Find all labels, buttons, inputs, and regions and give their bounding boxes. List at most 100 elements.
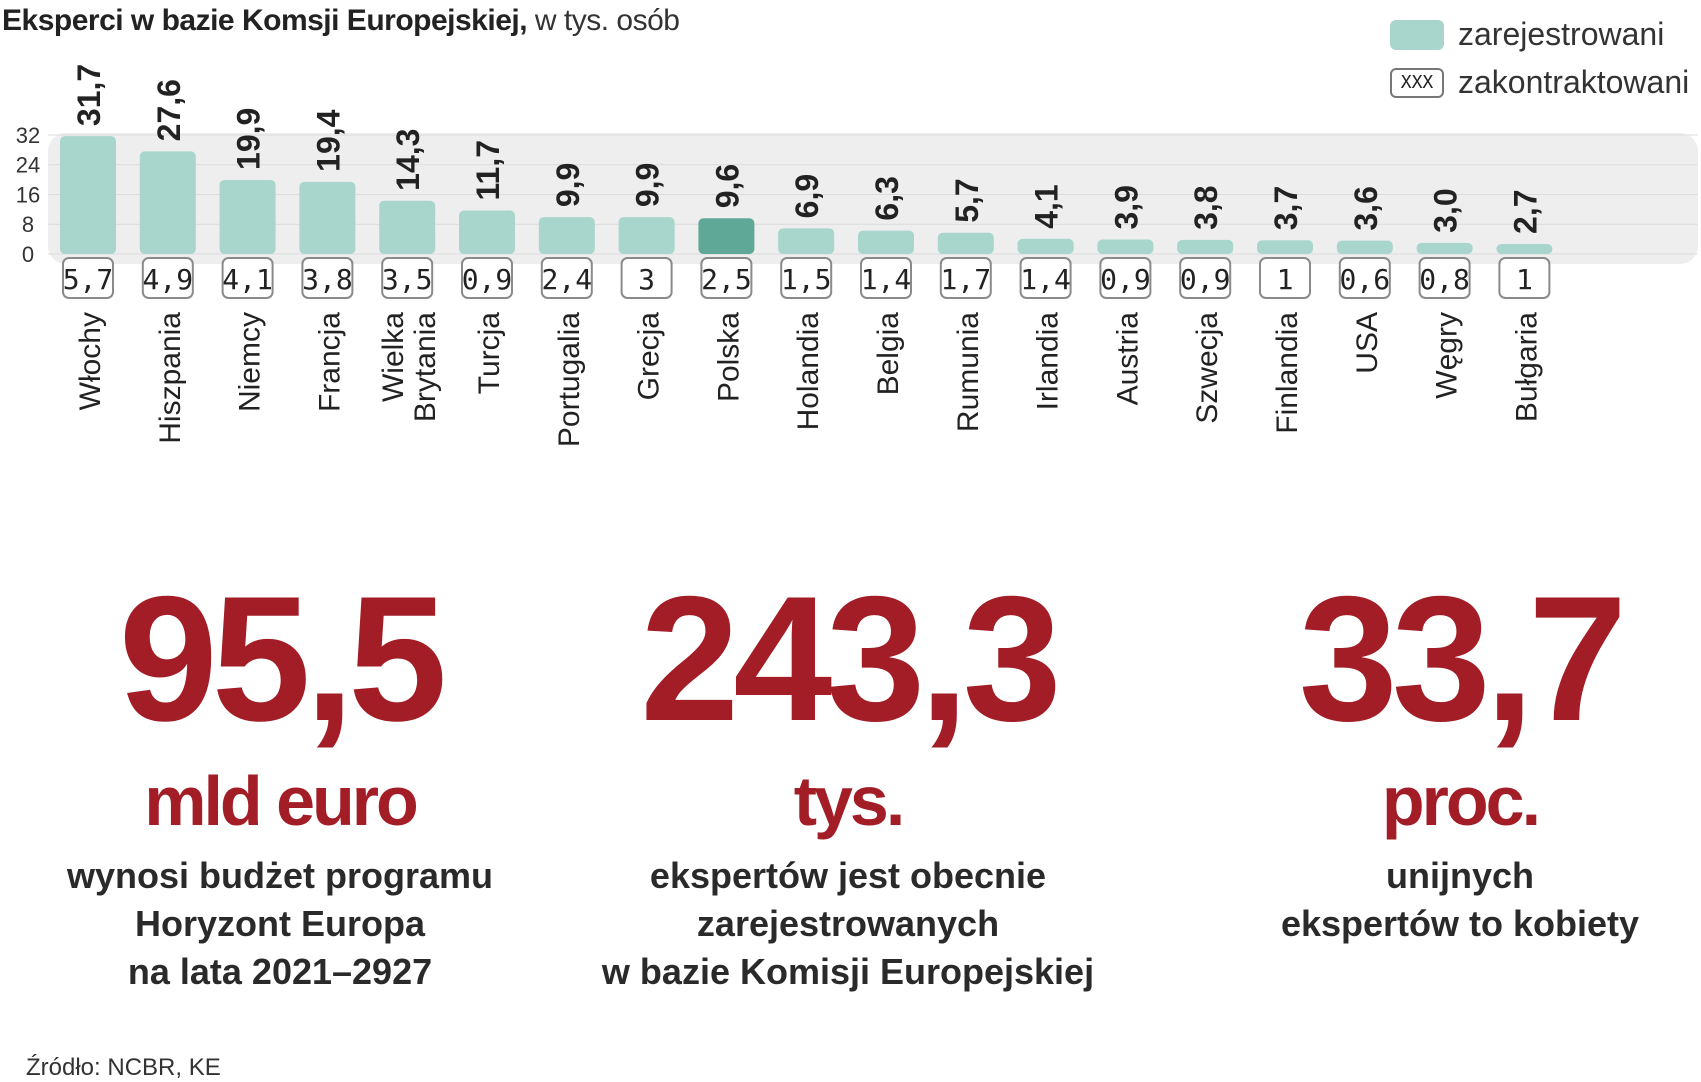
source-note: Źródło: NCBR, KE [26,1054,221,1081]
bar [459,210,515,254]
contracted-value-label: 1,4 [861,263,912,296]
stat-women-value: 33,7 [1298,559,1627,758]
chart-title-main: Eksperci w bazie Komsji Europejskiej, [2,4,528,37]
contracted-value-label: 4,1 [222,263,273,296]
chart-title-unit: w tys. osób [527,4,680,37]
contracted-box [860,257,912,299]
category-label: Niemcy [234,312,267,412]
bar [219,179,276,254]
contracted-value-label: 2,4 [542,263,593,296]
stat-budget-unit: mld euro [144,762,419,840]
bar-value-label: 2,7 [1507,189,1543,233]
bar-value-label: 4,1 [1029,184,1065,228]
bar-chart: 0816243231,75,7Włochy27,64,9Hiszpania19,… [16,64,1698,447]
category-label: Polska [712,312,745,402]
y-tick-label: 0 [22,242,34,267]
legend-swatch-registered [1390,19,1444,50]
contracted-box [620,257,673,299]
stat-women-unit: proc. [1381,762,1541,840]
bar [858,230,914,254]
bar [778,228,835,254]
bar-value-label: 3,8 [1188,185,1224,229]
contracted-box [461,257,513,299]
contracted-box [1338,257,1391,299]
category-label: Irlandia [1032,312,1065,411]
stat-budget-desc-line: na lata 2021–2927 [127,951,433,992]
stat-women-description: unijnych ekspertów to kobiety [1180,852,1701,948]
contracted-value-label: 0,6 [1340,263,1391,296]
contracted-box [301,257,354,299]
contracted-value-label: 0,9 [1180,263,1231,296]
contracted-box [540,257,593,299]
category-label: Węgry [1431,312,1464,399]
category-label: Brytania [409,312,442,422]
bar-value-label: 3,6 [1348,186,1384,230]
bar [379,200,436,254]
bar-value-label: 19,9 [231,108,267,170]
bar [1097,239,1154,254]
contracted-box [221,257,274,299]
contracted-box [62,257,114,299]
bar [299,181,356,254]
category-label: Bułgaria [1510,312,1543,422]
bar-value-label: 5,7 [949,178,985,222]
category-label: Holandia [792,312,825,431]
bar-value-label: 27,6 [151,79,187,141]
bar-value-label: 9,6 [709,164,745,208]
bar-value-label: 3,9 [1108,185,1144,229]
category-label: Hiszpania [154,312,187,444]
contracted-value-label: 1 [1277,263,1294,296]
category-label: Portugalia [553,312,586,447]
stat-experts-desc-line: ekspertów jest obecnie [649,855,1047,896]
contracted-value-label: 4,9 [143,263,194,296]
bar [1416,242,1473,254]
contracted-value-label: 1,7 [941,263,992,296]
category-label: Grecja [633,312,666,401]
contracted-box [1418,257,1471,299]
stat-budget-value: 95,5 [118,559,447,758]
stat-budget-description: wynosi budżet programu Horyzont Europa n… [0,852,560,996]
bar [1177,239,1234,254]
chart-title: Eksperci w bazie Komsji Europejskiej, w … [2,4,680,38]
category-label: Wielka [377,312,410,402]
legend-marker-contracted: XXX [1390,67,1444,98]
contracted-value-label: 3,8 [302,263,353,296]
bar [1257,240,1313,254]
contracted-box [141,257,194,299]
contracted-value-label: 2,5 [701,263,752,296]
contracted-box [1498,257,1551,299]
stat-experts: 243,3 tys. ekspertów jest obecnie zareje… [568,570,1128,996]
contracted-box [700,257,753,299]
legend-item-contracted: XXX zakontraktowani [1390,64,1689,101]
category-label: Rumunia [952,312,985,432]
bar-value-label: 6,9 [789,174,825,218]
bar [538,217,595,254]
legend-label-registered: zarejestrowani [1458,16,1665,52]
y-tick-label: 24 [16,153,40,178]
bar [937,232,994,254]
contracted-value-label: 0,8 [1419,263,1470,296]
contracted-value-label: 0,9 [1100,263,1151,296]
stat-women-desc-line: unijnych [1385,855,1534,896]
y-tick-label: 8 [22,212,34,237]
bar [1336,240,1393,254]
contracted-box [1179,257,1232,299]
bar [60,136,116,254]
bar-value-label: 11,7 [470,140,506,201]
bar [698,218,755,254]
stat-women: 33,7 proc. unijnych ekspertów to kobiety [1180,570,1701,948]
contracted-box [1019,257,1072,299]
stat-experts-unit: tys. [793,762,906,840]
bar-value-label: 31,7 [71,64,107,126]
category-label: Belgia [872,312,905,396]
contracted-value-label: 5,7 [63,263,114,296]
contracted-value-label: 3 [638,263,655,296]
bar-value-label: 3,7 [1268,186,1304,230]
bar [139,151,196,254]
bar [618,217,675,254]
category-label: USA [1351,312,1384,374]
stat-experts-desc-line: zarejestrowanych [696,903,1000,944]
contracted-value-label: 0,9 [462,263,513,296]
contracted-box [381,257,434,299]
bar-value-label: 14,3 [390,129,426,191]
